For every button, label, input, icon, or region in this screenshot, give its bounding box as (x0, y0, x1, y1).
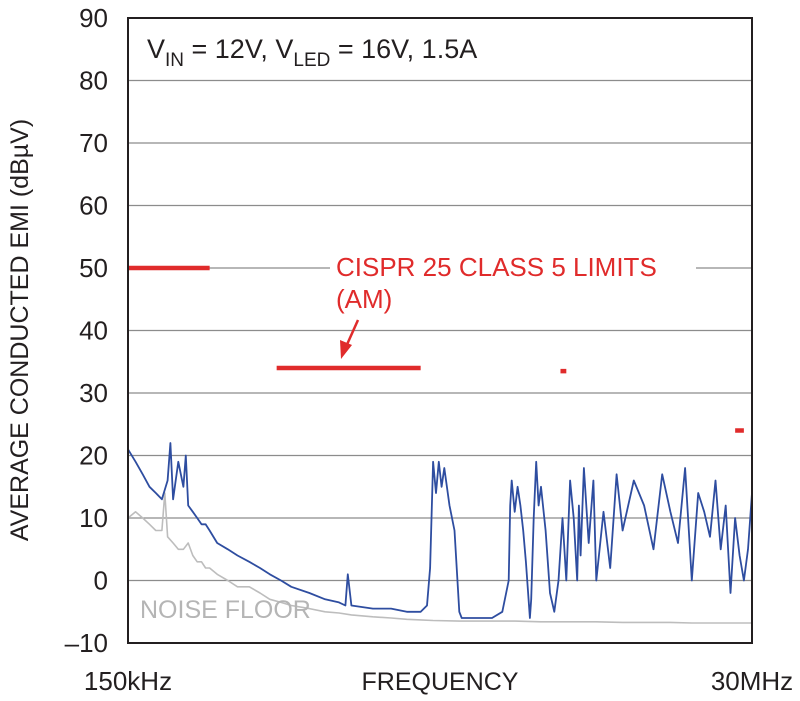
noise-series-line (127, 492, 752, 624)
emi-series-line (127, 442, 753, 619)
y-tick-labels: 90 80 70 60 50 40 30 20 10 0 –10 (65, 3, 108, 658)
conditions-b-sub: LED (293, 50, 330, 71)
grid-lines (128, 79, 752, 582)
y-tick-label: –10 (65, 628, 108, 658)
x-tick-label-start: 150kHz (84, 666, 172, 696)
x-axis-label: FREQUENCY (362, 668, 519, 696)
noise-floor-label: NOISE FLOOR (140, 596, 311, 624)
y-tick-label: 20 (79, 441, 108, 471)
series-group (127, 442, 753, 624)
conditions-b: = 12V, V (184, 34, 293, 64)
plot-frame (127, 17, 753, 644)
y-tick-label: 80 (79, 66, 108, 96)
y-tick-label: 90 (79, 3, 108, 33)
y-tick-label: 40 (79, 316, 108, 346)
annotation-background (330, 248, 696, 282)
conditions-a: V (147, 34, 165, 64)
limits-annotation-line1: CISPR 25 CLASS 5 LIMITS (336, 252, 657, 282)
y-axis-label: AVERAGE CONDUCTED EMI (dBµV) (6, 119, 34, 541)
annotation-arrow-head (340, 340, 352, 359)
limits-annotation-line2: (AM) (336, 284, 392, 314)
y-tick-label: 30 (79, 378, 108, 408)
x-tick-label-end: 30MHz (711, 666, 793, 696)
conditions-label: VIN = 12V, VLED = 16V, 1.5A (147, 34, 477, 71)
limit-lines (128, 265, 744, 433)
conditions-a-sub: IN (165, 50, 184, 71)
conditions-c: = 16V, 1.5A (330, 34, 477, 64)
y-tick-label: 10 (79, 503, 108, 533)
y-tick-label: 50 (79, 253, 108, 283)
y-tick-label: 0 (94, 566, 108, 596)
y-tick-label: 60 (79, 191, 108, 221)
y-tick-label: 70 (79, 128, 108, 158)
